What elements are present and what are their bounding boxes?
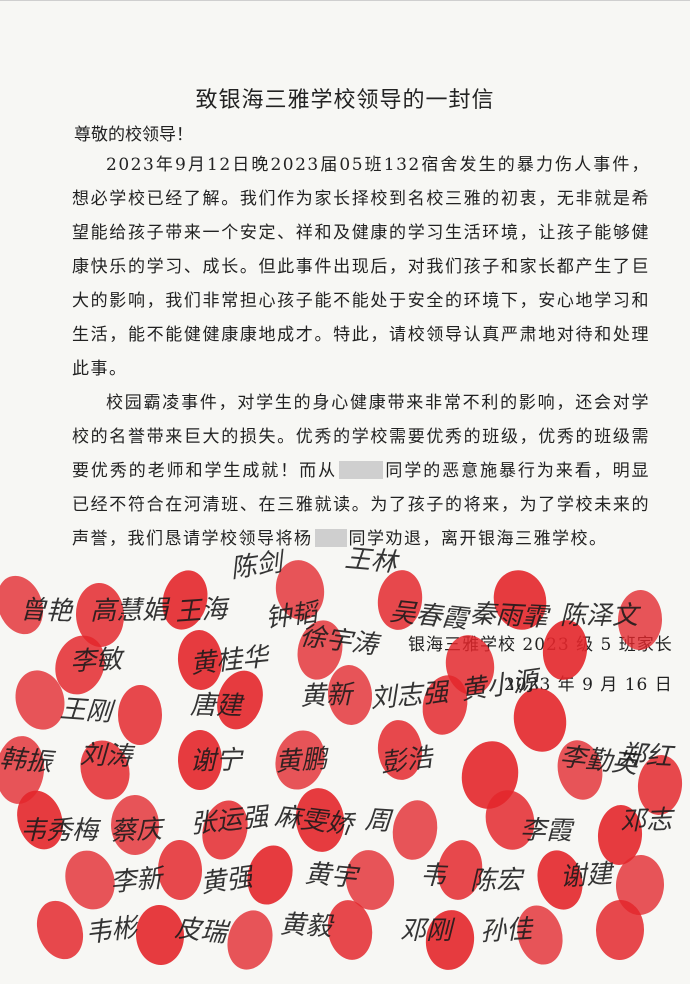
parent-signature: 皮瑞	[173, 913, 229, 949]
parent-signature: 谢宁	[189, 745, 243, 777]
parent-signature: 韩振	[0, 743, 54, 779]
parent-signature: 彭浩	[378, 742, 434, 780]
parent-signature: 李敏	[69, 644, 123, 678]
parent-signature: 周	[363, 805, 392, 837]
parent-signature: 陈剑	[228, 547, 285, 585]
parent-signature: 唐建	[189, 690, 243, 722]
paragraph-2-part-b: 同学的恶意施暴行为来看，明显已经不符合在河清班、在三雅就读。为了孩子的将来，为了…	[72, 461, 650, 549]
parent-signature: 秦雨霏	[469, 598, 549, 634]
parent-signature: 张运强	[188, 801, 270, 840]
parent-signature: 陈泽文	[560, 601, 639, 631]
letter-body: 2023年9月12日晚2023届05班132宿舍发生的暴力伤人事件，想必学校已经…	[72, 148, 650, 556]
parent-signature: 陈宏	[469, 865, 523, 897]
parent-signature: 王海	[174, 594, 229, 628]
parent-signature: 李霞	[519, 815, 573, 847]
parent-signature: 黄桂华	[188, 641, 270, 680]
parent-signature: 刘涛	[79, 740, 133, 772]
letter-greeting: 尊敬的校领导！	[74, 125, 193, 145]
redacted-name	[314, 529, 347, 547]
parent-signature: 谢建	[559, 859, 614, 893]
parent-signature: 韦	[419, 860, 447, 892]
parent-signature: 黄鹏	[274, 744, 329, 778]
paragraph-2: 校园霸凌事件，对学生的身心健康带来非常不利的影响，还会对学校的名誉带来巨大的损失…	[72, 386, 650, 556]
parent-signature: 王刚	[58, 694, 113, 728]
parent-signature: 徐宇涛	[298, 621, 380, 661]
parent-signature: 刘志强	[369, 677, 450, 715]
parent-signature: 蔡庆	[109, 814, 163, 848]
parent-signature: 韦秀梅	[20, 816, 99, 846]
parent-signature: 黄小源	[458, 665, 541, 707]
parent-signature: 王林	[343, 543, 399, 579]
parent-signature: 黄毅	[279, 909, 333, 943]
parent-signature: 黄新	[299, 680, 353, 712]
letter-title: 致银海三雅学校领导的一封信	[195, 88, 495, 113]
parent-signature: 孙佳	[479, 914, 533, 948]
parent-signature: 郑红	[619, 739, 673, 773]
parent-signature: 邓刚	[400, 916, 453, 946]
parent-signature: 吴春霞	[388, 596, 470, 635]
parent-signature: 韦彬	[83, 912, 139, 950]
parent-signature: 曾艳	[19, 595, 73, 627]
parent-signature: 黄强	[198, 862, 255, 900]
top-border	[0, 0, 690, 1]
parent-signature: 邓志	[619, 805, 673, 837]
paragraph-1: 2023年9月12日晚2023届05班132宿舍发生的暴力伤人事件，想必学校已经…	[72, 155, 650, 379]
parent-signature: 麻雯娇	[273, 801, 355, 841]
redacted-name	[339, 461, 383, 479]
paragraph-2-part-c: 同学劝退，离开银海三雅学校。	[348, 529, 608, 549]
parent-signature: 李新	[109, 863, 164, 899]
parent-signature: 黄宇	[303, 858, 359, 894]
paragraph-2-part-a: 校园霸凌事件，对学生的身心健康带来非常不利的影响，还会对学校的名誉带来巨大的损失…	[72, 393, 650, 481]
parent-signature: 高慧娟	[89, 595, 169, 627]
